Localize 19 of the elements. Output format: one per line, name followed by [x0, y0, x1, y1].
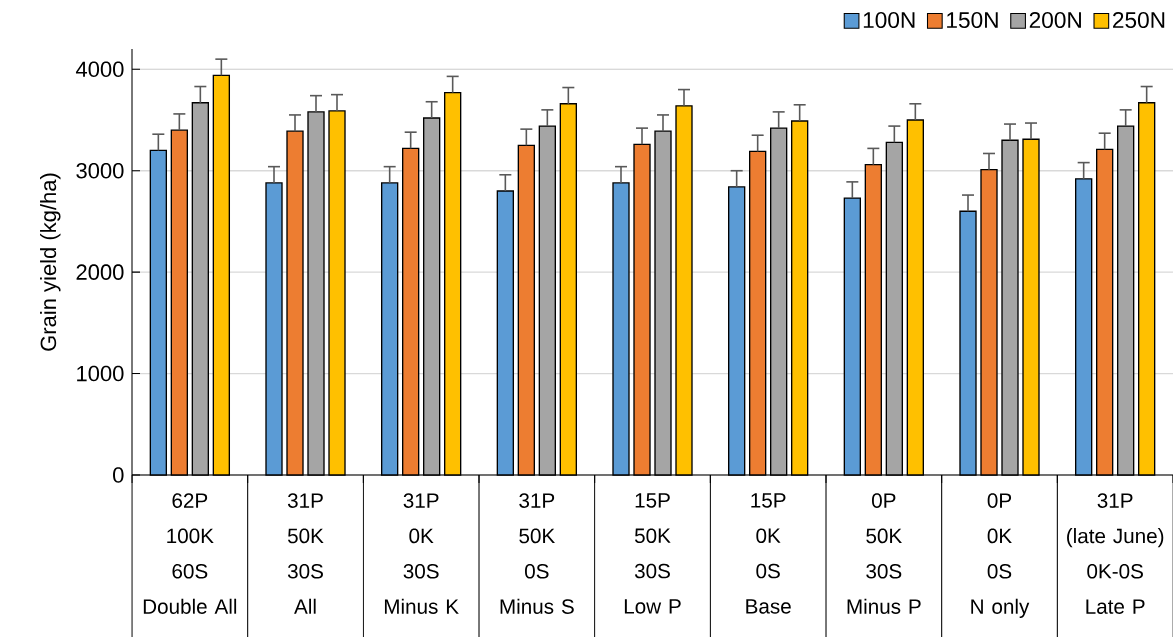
x-tick-label: 15P 50K 30S Low P — [624, 493, 681, 614]
legend-label: 150N — [947, 12, 998, 29]
x-tick-label: 31P 50K 0S Minus S — [500, 493, 574, 614]
legend-label: 200N — [1029, 12, 1081, 29]
x-tick-label: 0P 50K 30S Minus P — [847, 493, 921, 614]
y-tick-label: 3000 — [76, 162, 124, 179]
y-axis-title: Grain yield (kg/ha) — [40, 173, 61, 351]
x-tick-label: 31P 0K 30S Minus K — [384, 493, 459, 614]
x-tick-label: 31P 50K 30S All — [287, 493, 324, 614]
x-tick-label: 0P 0K 0S N only — [971, 493, 1030, 618]
y-tick-label: 0 — [113, 467, 124, 483]
y-tick-label: 1000 — [77, 365, 124, 382]
y-tick-label: 4000 — [75, 61, 124, 78]
legend-label: 250N — [1113, 12, 1165, 29]
x-tick-label: 62P 100K 60S Double All — [143, 493, 237, 614]
legend-label: 100N — [863, 12, 915, 29]
x-tick-label: 15P 0K 0S Base — [746, 493, 791, 614]
x-tick-label: 31P (late June) 0K-0S Late P — [1067, 493, 1164, 614]
y-tick-label: 2000 — [76, 264, 124, 280]
